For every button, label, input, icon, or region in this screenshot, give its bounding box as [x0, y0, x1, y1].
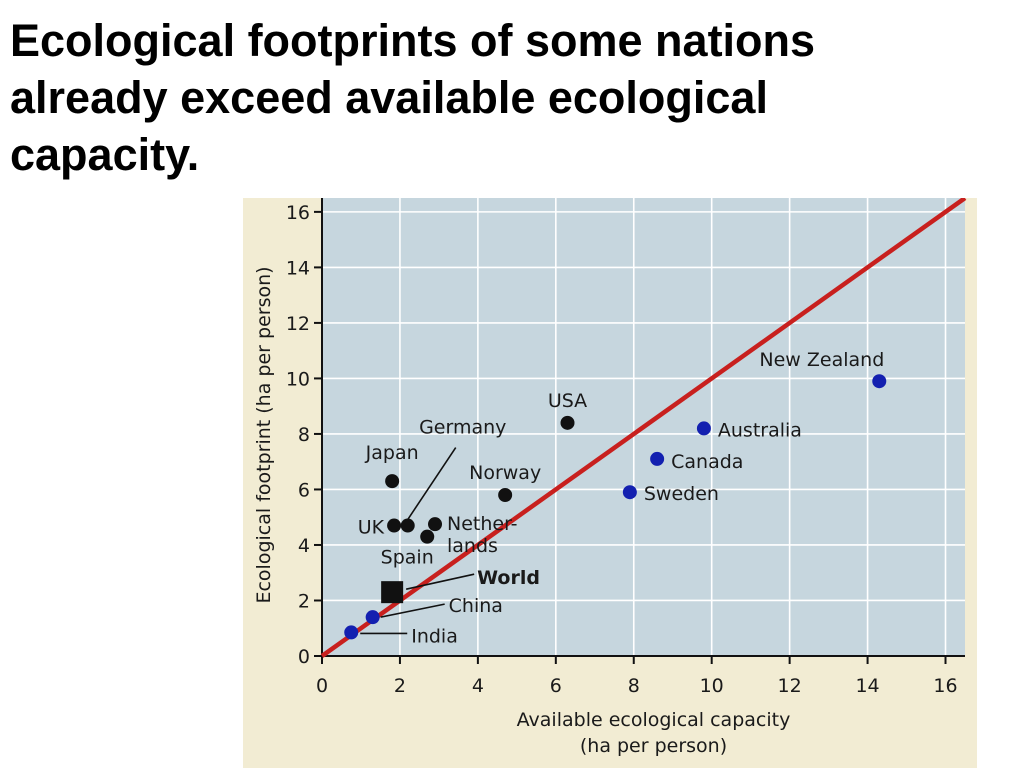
- point-germany: [400, 518, 415, 533]
- point-spain: [420, 529, 435, 544]
- x-tick-label-16: 16: [933, 675, 957, 697]
- x-tick-label-10: 10: [700, 675, 724, 697]
- y-axis-title: Ecological footprint (ha per person): [253, 266, 275, 603]
- x-axis-title-line-1: Available ecological capacity: [517, 709, 791, 731]
- point-australia: [696, 421, 711, 436]
- point-world: [381, 581, 404, 604]
- point-japan: [385, 474, 400, 489]
- point-nether-lands: [428, 517, 443, 532]
- label-nether-lands-line-1: Nether-: [447, 513, 518, 535]
- leader-line-germany: [407, 447, 457, 520]
- label-uk: UK: [358, 517, 385, 539]
- point-canada: [650, 451, 665, 466]
- leader-lines: [360, 447, 475, 635]
- axes: 0 2 4 6 8 10 12 14 16 0 2 4 6 8 10 12 14 16: [286, 198, 965, 697]
- y-tick-label-12: 12: [286, 313, 310, 335]
- label-australia: Australia: [718, 419, 802, 441]
- label-nether-lands: Nether-lands: [447, 513, 518, 557]
- y-tick-label-16: 16: [286, 202, 310, 224]
- y-tick-label-0: 0: [298, 646, 310, 668]
- label-sweden: Sweden: [644, 483, 719, 505]
- label-spain: Spain: [381, 547, 434, 569]
- label-usa: USA: [548, 390, 587, 412]
- scatter-chart: 0 2 4 6 8 10 12 14 16 0 2 4 6 8 10 12 14 16 USA GermanyJap…: [253, 198, 967, 757]
- label-japan: Japan: [365, 442, 419, 464]
- x-tick-label-8: 8: [628, 675, 640, 697]
- x-tick-label-0: 0: [316, 675, 328, 697]
- label-china: China: [449, 595, 503, 617]
- label-new-zealand: New Zealand: [759, 349, 884, 371]
- x-tick-label-14: 14: [855, 675, 879, 697]
- label-norway: Norway: [469, 462, 541, 484]
- point-india: [344, 625, 359, 640]
- y-tick-label-2: 2: [298, 590, 310, 612]
- parity-line-layer: [320, 198, 967, 658]
- label-canada: Canada: [671, 451, 743, 473]
- point-sweden: [622, 485, 637, 500]
- y-tick-label-10: 10: [286, 368, 310, 390]
- point-usa: [560, 415, 575, 430]
- leader-line-china: [380, 603, 445, 618]
- point-new-zealand: [872, 374, 887, 389]
- axis-titles: Available ecological capacity (ha per per…: [253, 266, 790, 757]
- y-tick-label-8: 8: [298, 424, 310, 446]
- parity-line: [320, 198, 967, 658]
- label-nether-lands-line-2: lands: [447, 535, 498, 557]
- label-germany: Germany: [419, 417, 506, 439]
- slide-title: Ecological footprints of some nations al…: [10, 15, 816, 180]
- point-uk: [387, 518, 402, 533]
- label-world: World: [477, 567, 540, 589]
- y-tick-label-14: 14: [286, 257, 310, 279]
- y-tick-label-4: 4: [298, 535, 310, 557]
- label-india: India: [411, 625, 458, 647]
- leader-line-world: [405, 573, 475, 590]
- point-china: [365, 610, 380, 625]
- x-tick-label-12: 12: [778, 675, 802, 697]
- x-tick-label-6: 6: [550, 675, 562, 697]
- x-axis-title-line-2: (ha per person): [580, 735, 727, 757]
- x-tick-label-2: 2: [394, 675, 406, 697]
- y-tick-label-6: 6: [298, 479, 310, 501]
- point-norway: [498, 488, 513, 503]
- x-tick-label-4: 4: [472, 675, 484, 697]
- chart-panel: 0 2 4 6 8 10 12 14 16 0 2 4 6 8 10 12 14 16 USA Germany Jap…: [243, 198, 977, 768]
- data-points: [344, 374, 887, 640]
